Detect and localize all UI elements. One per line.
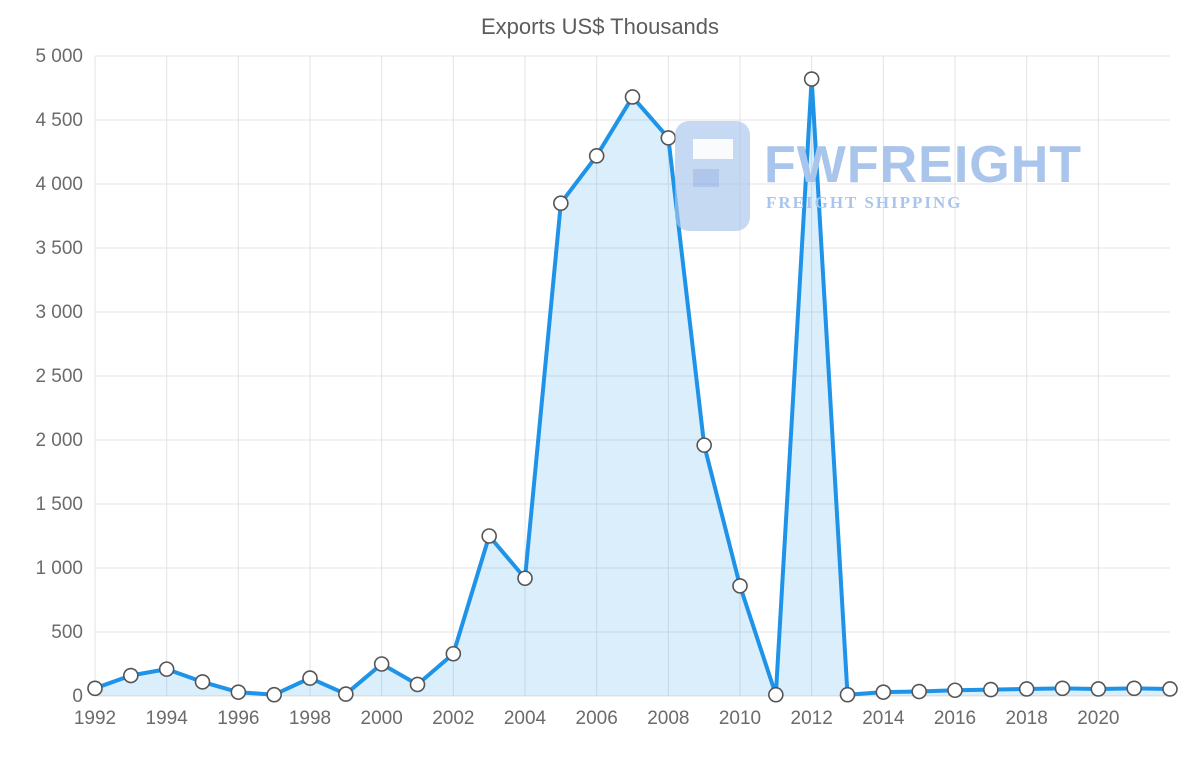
data-point-2015[interactable]	[912, 685, 926, 699]
data-point-2004[interactable]	[518, 571, 532, 585]
data-point-2020[interactable]	[1091, 682, 1105, 696]
svg-text:2008: 2008	[647, 708, 689, 729]
svg-text:1998: 1998	[289, 708, 331, 729]
svg-text:2014: 2014	[862, 708, 905, 729]
svg-text:500: 500	[51, 622, 83, 643]
data-point-2008[interactable]	[661, 131, 675, 145]
data-point-2021[interactable]	[1127, 681, 1141, 695]
data-point-2017[interactable]	[984, 683, 998, 697]
data-point-1995[interactable]	[196, 675, 210, 689]
data-point-2013[interactable]	[841, 688, 855, 702]
yaxis-labels-group: 0 500 1 000 1 500 2 000 2 500 3 000 3 500 4 000 4…	[35, 46, 83, 707]
xaxis-labels-group: 1992 1994 1996 1998 2000 2002 2004 2006 2008 2010…	[74, 708, 1120, 729]
svg-text:2004: 2004	[504, 708, 547, 729]
svg-text:1994: 1994	[146, 708, 189, 729]
data-point-1997[interactable]	[267, 688, 281, 702]
data-point-2005[interactable]	[554, 196, 568, 210]
data-point-2006[interactable]	[590, 149, 604, 163]
svg-text:1992: 1992	[74, 708, 116, 729]
svg-text:2020: 2020	[1077, 708, 1119, 729]
data-point-2011[interactable]	[769, 688, 783, 702]
svg-text:4 000: 4 000	[35, 174, 83, 195]
data-point-2010[interactable]	[733, 579, 747, 593]
data-point-1996[interactable]	[231, 685, 245, 699]
data-point-2022[interactable]	[1163, 682, 1177, 696]
chart-container: Exports US$ Thousands FWFREIGHT FREIGHT …	[0, 0, 1200, 763]
svg-text:3 500: 3 500	[35, 238, 83, 259]
data-point-2016[interactable]	[948, 683, 962, 697]
data-point-2014[interactable]	[876, 685, 890, 699]
svg-text:2012: 2012	[791, 708, 833, 729]
svg-text:2016: 2016	[934, 708, 976, 729]
data-point-2000[interactable]	[375, 657, 389, 671]
plot-area: FWFREIGHT FREIGHT SHIPPING 0 500 1 000 1 50…	[20, 46, 1180, 736]
svg-text:2 500: 2 500	[35, 366, 83, 387]
data-point-2012[interactable]	[805, 72, 819, 86]
data-point-2003[interactable]	[482, 529, 496, 543]
data-point-2018[interactable]	[1020, 682, 1034, 696]
area-fill	[95, 79, 1170, 696]
svg-text:2002: 2002	[432, 708, 474, 729]
data-point-2019[interactable]	[1056, 681, 1070, 695]
svg-text:1 500: 1 500	[35, 494, 83, 515]
data-point-1992[interactable]	[88, 681, 102, 695]
svg-text:3 000: 3 000	[35, 302, 83, 323]
svg-text:0: 0	[72, 686, 83, 707]
svg-text:2000: 2000	[361, 708, 403, 729]
svg-text:1 000: 1 000	[35, 558, 83, 579]
data-point-1993[interactable]	[124, 669, 138, 683]
data-point-2002[interactable]	[446, 647, 460, 661]
data-point-1999[interactable]	[339, 687, 353, 701]
data-point-2007[interactable]	[626, 90, 640, 104]
data-point-2001[interactable]	[411, 677, 425, 691]
svg-text:2010: 2010	[719, 708, 761, 729]
data-point-2009[interactable]	[697, 438, 711, 452]
data-point-1998[interactable]	[303, 671, 317, 685]
svg-text:5 000: 5 000	[35, 46, 83, 67]
svg-text:1996: 1996	[217, 708, 259, 729]
svg-text:2006: 2006	[576, 708, 618, 729]
svg-text:2 000: 2 000	[35, 430, 83, 451]
data-point-1994[interactable]	[160, 662, 174, 676]
chart-title: Exports US$ Thousands	[0, 0, 1200, 46]
svg-text:4 500: 4 500	[35, 110, 83, 131]
line-chart-svg[interactable]: 0 500 1 000 1 500 2 000 2 500 3 000 3 500 4 000 4…	[20, 46, 1180, 736]
svg-text:2018: 2018	[1006, 708, 1048, 729]
